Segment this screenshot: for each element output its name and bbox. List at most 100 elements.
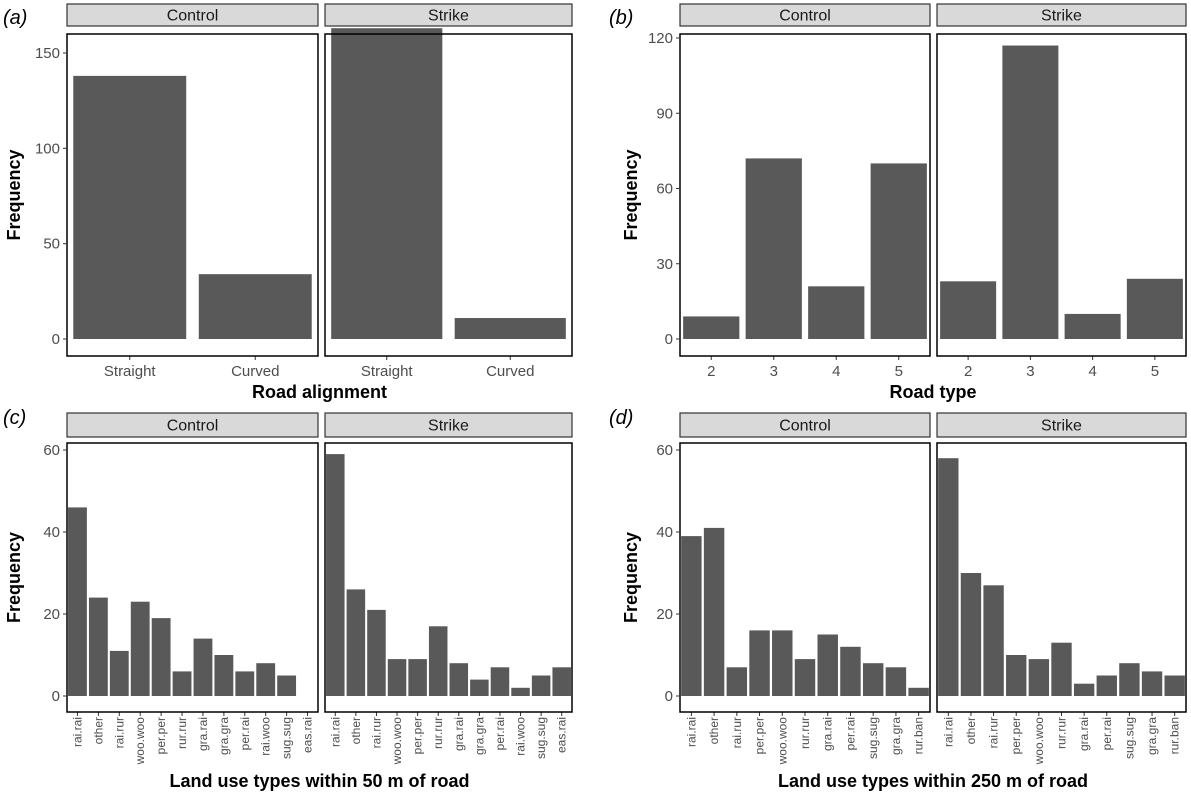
x-tick-label: rur.rur — [1055, 717, 1069, 749]
bar-strike-5 — [1126, 278, 1183, 339]
panel-frame-strike — [324, 33, 573, 357]
bar-strike-rur-rur — [428, 626, 448, 696]
y-tick-label: 20 — [656, 606, 673, 623]
panel-label-c: (c) — [3, 407, 26, 429]
bar-strike-gra-rai — [1073, 683, 1095, 696]
panel-frame-strike — [936, 442, 1187, 713]
bar-strike-gra-gra — [470, 679, 489, 696]
bar-strike-per-per — [1006, 655, 1027, 696]
y-tick-label: 60 — [656, 442, 673, 459]
y-tick-label: 20 — [43, 606, 60, 623]
facet-strip-strike — [324, 412, 573, 438]
bar-control-other — [88, 597, 108, 696]
bar-control-rur-ban — [908, 687, 929, 696]
x-tick-label: other — [707, 717, 721, 744]
y-tick-label: 150 — [35, 45, 60, 62]
x-axis-title: Road type — [889, 382, 976, 402]
x-tick-label: Curved — [486, 363, 534, 380]
bar-control-rai-woo — [256, 663, 276, 696]
chart-panel-a: (a) Control Straight Curved Strike Straight Cu… — [3, 3, 573, 402]
chart-panel-b: (b) Control 2 3 4 5 Strike 2 3 4 5 0 30 60 90 120 Road t… — [609, 3, 1187, 402]
bar-strike-3 — [1002, 45, 1059, 340]
x-tick-label: 3 — [770, 363, 778, 380]
y-axis-title: Frequency — [621, 149, 641, 240]
bar-control-rai-rai — [681, 536, 702, 696]
x-tick-label: gra.gra — [1145, 717, 1159, 755]
bar-strike-Curved — [454, 318, 566, 339]
facet-strip-label-strike: Strike — [428, 418, 469, 435]
x-tick-label: woo.woo — [390, 717, 404, 766]
x-tick-label: woo.woo — [775, 717, 789, 766]
x-tick-label: gra.rai — [1077, 717, 1091, 751]
x-tick-label: eas.rai — [555, 717, 569, 753]
bar-control-gra-gra — [214, 655, 234, 696]
bar-strike-woo-woo — [1028, 659, 1050, 696]
facet-strip-strike — [324, 3, 573, 27]
panel-frame-control — [679, 442, 931, 713]
x-tick-label: 4 — [832, 363, 840, 380]
bar-control-sug-sug — [277, 675, 297, 696]
x-tick-label: rur.ban — [1168, 717, 1182, 754]
x-tick-label: rai.rur — [730, 717, 744, 748]
bar-strike-rai-rai — [938, 458, 959, 696]
bar-control-per-per — [151, 618, 171, 696]
y-tick-label: 0 — [52, 331, 60, 348]
y-axis-title: Frequency — [4, 149, 24, 240]
x-tick-label: Straight — [104, 363, 157, 380]
panel-label-a: (a) — [3, 7, 27, 29]
bar-strike-other — [960, 573, 982, 696]
y-axis-title: Frequency — [621, 532, 641, 623]
bar-strike-rur-rur — [1051, 642, 1072, 696]
x-tick-label: other — [349, 717, 363, 744]
panel-frame-strike — [936, 33, 1187, 357]
x-tick-label: 4 — [1088, 363, 1096, 380]
y-tick-label: 0 — [52, 688, 60, 705]
y-tick-label: 60 — [656, 181, 673, 198]
bar-control-rai-rur — [109, 650, 129, 696]
chart-panel-d: (d) Control rai.rai other rai.rur per.per woo.… — [609, 407, 1187, 791]
bar-control-Straight — [73, 75, 187, 339]
x-tick-label: sug.sug — [866, 717, 880, 759]
bar-control-gra-rai — [193, 638, 213, 696]
bar-strike-sug-sug — [1119, 663, 1140, 696]
bar-control-rur-rur — [794, 659, 816, 696]
x-tick-label: woo.woo — [133, 717, 147, 766]
facet-strip-strike — [936, 412, 1187, 438]
x-axis-title: Land use types within 50 m of road — [169, 771, 469, 791]
x-tick-label: gra.gra — [472, 717, 486, 755]
bar-control-rai-rai — [68, 507, 87, 696]
x-tick-label: eas.rai — [301, 717, 315, 753]
panel-label-d: (d) — [609, 407, 633, 429]
x-tick-label: 2 — [964, 363, 972, 380]
x-tick-label: per.rai — [843, 717, 857, 750]
x-tick-label: gra.rai — [452, 717, 466, 751]
y-tick-label: 50 — [43, 236, 60, 253]
bar-control-woo-woo — [130, 601, 150, 696]
facet-strip-control — [66, 412, 319, 438]
bar-control-2 — [683, 316, 740, 339]
bar-strike-gra-rai — [449, 663, 469, 696]
x-tick-label: per.per — [154, 717, 168, 754]
bar-strike-per-per — [408, 659, 427, 696]
x-tick-label: sug.sug — [1122, 717, 1136, 759]
facet-strip-control — [66, 3, 319, 27]
facet-strip-label-control: Control — [779, 8, 831, 25]
bar-strike-rai-rur — [367, 609, 386, 696]
bar-strike-rur-ban — [1164, 675, 1185, 696]
bar-control-3 — [745, 158, 802, 339]
bar-strike-eas-rai — [552, 667, 571, 696]
x-tick-label: rai.rai — [328, 717, 342, 747]
x-tick-label: Curved — [231, 363, 279, 380]
bar-control-woo-woo — [772, 630, 793, 696]
y-tick-label: 40 — [43, 524, 60, 541]
bar-strike-gra-gra — [1141, 671, 1163, 696]
y-tick-label: 90 — [656, 105, 673, 122]
facet-strip-label-control: Control — [167, 8, 219, 25]
x-tick-label: rai.rai — [684, 717, 698, 747]
x-tick-label: sug.sug — [280, 717, 294, 759]
x-tick-label: other — [964, 717, 978, 744]
bar-strike-rai-rur — [983, 585, 1004, 696]
facet-strip-label-strike: Strike — [1041, 418, 1082, 435]
panel-label-b: (b) — [609, 7, 633, 29]
x-tick-label: per.rai — [493, 717, 507, 750]
